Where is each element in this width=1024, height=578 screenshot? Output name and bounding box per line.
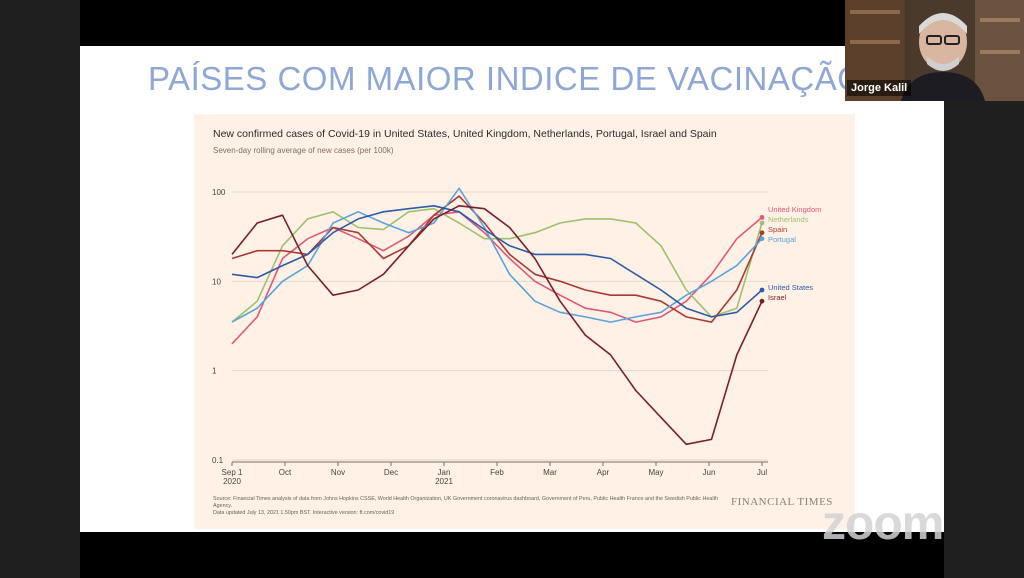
series-label-united-states: United States bbox=[768, 283, 813, 292]
left-dark-area bbox=[0, 0, 80, 578]
chart-subtitle: Seven-day rolling average of new cases (… bbox=[213, 146, 394, 155]
x-tick-year-label: 2021 bbox=[435, 477, 453, 486]
x-tick-label: Jun bbox=[703, 468, 716, 477]
slide-title: PAÍSES COM MAIOR INDICE DE VACINAÇÃO bbox=[148, 60, 864, 97]
series-endpoint-portugal bbox=[759, 236, 765, 242]
series-endpoint-israel bbox=[759, 298, 765, 304]
series-label-united-kingdom: United Kingdom bbox=[768, 205, 821, 214]
chart-source: Source: Financial Times analysis of data… bbox=[213, 496, 733, 517]
x-tick-label: Dec bbox=[384, 468, 398, 477]
x-tick-label: May bbox=[648, 468, 663, 477]
updated-text: Data updated July 13, 2021 1.50pm BST. I… bbox=[213, 510, 395, 516]
x-tick-year-label: 2020 bbox=[223, 477, 241, 486]
y-tick-label: 100 bbox=[212, 188, 226, 197]
series-endpoint-netherlands bbox=[759, 220, 765, 226]
series-line-united-kingdom bbox=[231, 211, 763, 345]
series-line-spain bbox=[231, 195, 763, 323]
zoom-logo: zoom bbox=[822, 497, 944, 550]
x-tick-label: Jul bbox=[757, 468, 767, 477]
y-tick-label: 10 bbox=[212, 277, 221, 286]
series-label-portugal: Portugal bbox=[768, 235, 796, 244]
financial-times-logo: FINANCIAL TIMES bbox=[731, 496, 833, 508]
shared-slide: PAÍSES COM MAIOR INDICE DE VACINAÇÃO New… bbox=[80, 46, 944, 532]
series-line-israel bbox=[231, 205, 763, 446]
series-endpoint-spain bbox=[759, 230, 765, 236]
bottom-bar bbox=[80, 532, 944, 578]
series-label-spain: Spain bbox=[768, 225, 787, 234]
x-tick-label: Apr bbox=[597, 468, 610, 477]
series-line-united-states bbox=[231, 205, 763, 318]
x-tick-label: Nov bbox=[331, 468, 345, 477]
chart-title: New confirmed cases of Covid-19 in Unite… bbox=[213, 128, 717, 140]
series-endpoint-united-states bbox=[759, 287, 765, 293]
y-tick-label: 0.1 bbox=[212, 456, 224, 465]
series-line-portugal bbox=[231, 187, 763, 323]
x-tick-label: Oct bbox=[279, 468, 292, 477]
x-tick-label: Mar bbox=[543, 468, 557, 477]
series-label-israel: Israel bbox=[768, 293, 787, 302]
series-endpoint-united-kingdom bbox=[759, 214, 765, 220]
y-tick-label: 1 bbox=[212, 367, 217, 376]
series-label-netherlands: Netherlands bbox=[768, 215, 809, 224]
x-tick-label: Jan bbox=[438, 468, 451, 477]
x-tick-label: Feb bbox=[490, 468, 504, 477]
source-text: Source: Financial Times analysis of data… bbox=[213, 496, 719, 509]
webcam-video[interactable]: Jorge Kalil bbox=[845, 0, 1024, 101]
chart-panel: New confirmed cases of Covid-19 in Unite… bbox=[194, 114, 855, 529]
speaker-name: Jorge Kalil bbox=[847, 80, 912, 96]
x-tick-label: Sep 1 bbox=[222, 468, 243, 477]
